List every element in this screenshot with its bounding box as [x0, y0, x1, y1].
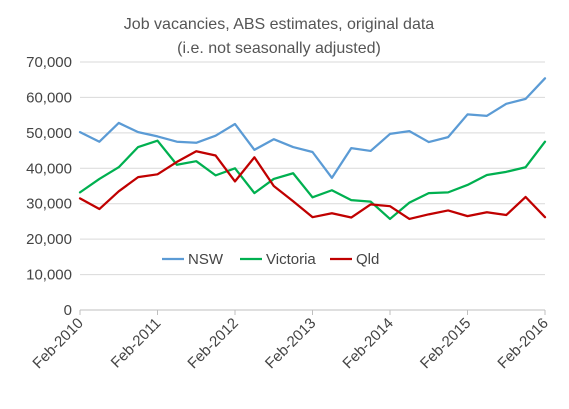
chart-title: Job vacancies, ABS estimates, original d…	[124, 16, 434, 33]
series-lines	[78, 77, 547, 221]
legend-label-victoria: Victoria	[266, 251, 316, 268]
legend-label-nsw: NSW	[188, 251, 224, 268]
x-tick-label: Feb-2012	[184, 315, 241, 372]
chart-subtitle: (i.e. not seasonally adjusted)	[177, 40, 381, 57]
y-tick-label: 60,000	[26, 89, 72, 106]
legend: NSW Victoria Qld	[162, 251, 379, 268]
y-axis: 0 10,000 20,000 30,000 40,000 50,000 60,000 70,…	[26, 54, 72, 319]
y-tick-label: 0	[64, 302, 72, 319]
y-tick-label: 40,000	[26, 160, 72, 177]
y-tick-label: 30,000	[26, 196, 72, 213]
x-tick-label: Feb-2010	[29, 315, 86, 372]
y-tick-label: 20,000	[26, 231, 72, 248]
legend-label-qld: Qld	[356, 251, 379, 268]
y-tick-label: 70,000	[26, 54, 72, 71]
gridlines	[80, 61, 545, 311]
x-tick-label: Feb-2013	[262, 315, 319, 372]
x-tick-label: Feb-2016	[494, 315, 551, 372]
series-line-nsw	[78, 77, 547, 179]
x-tick-label: Feb-2011	[108, 315, 165, 372]
x-tick-label: Feb-2015	[417, 315, 474, 372]
series-line-victoria	[78, 139, 547, 221]
series-line-qld	[78, 150, 547, 221]
y-tick-label: 50,000	[26, 125, 72, 142]
x-tick-label: Feb-2014	[339, 315, 396, 372]
y-tick-label: 10,000	[26, 267, 72, 284]
x-axis: Feb-2010 Feb-2011 Feb-2012 Feb-2013 Feb-2014…	[29, 309, 552, 372]
